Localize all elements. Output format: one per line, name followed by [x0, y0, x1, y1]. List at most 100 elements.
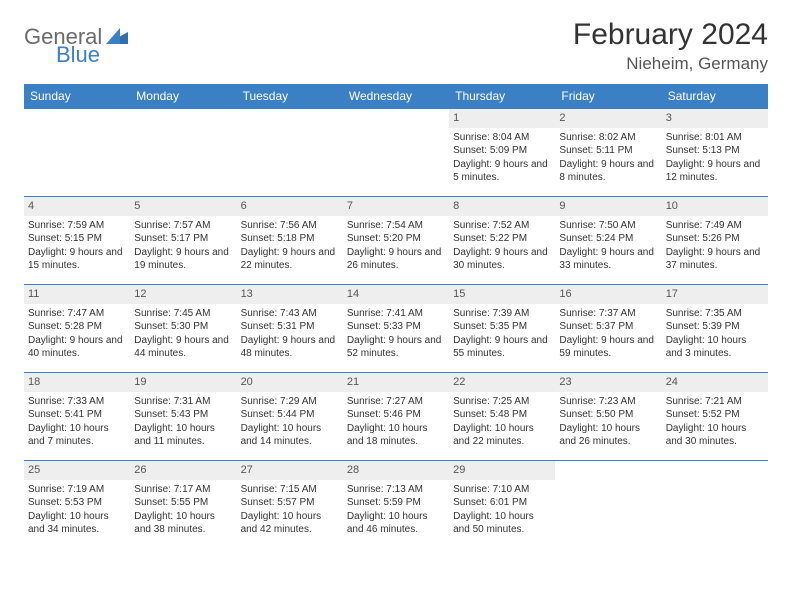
day-dl: Daylight: 10 hours and 14 minutes.	[241, 422, 339, 449]
day-cell: 3Sunrise: 8:01 AMSunset: 5:13 PMDaylight…	[662, 109, 768, 197]
day-number: 2	[555, 109, 661, 128]
day-sr: Sunrise: 7:17 AM	[134, 483, 232, 497]
day-ss: Sunset: 5:57 PM	[241, 496, 339, 510]
day-sr: Sunrise: 8:02 AM	[559, 131, 657, 145]
day-number: 12	[130, 285, 236, 304]
day-dl: Daylight: 9 hours and 40 minutes.	[28, 334, 126, 361]
day-ss: Sunset: 5:17 PM	[134, 232, 232, 246]
day-number: 9	[555, 197, 661, 216]
day-sr: Sunrise: 7:52 AM	[453, 219, 551, 233]
day-cell: 12Sunrise: 7:45 AMSunset: 5:30 PMDayligh…	[130, 285, 236, 373]
day-dl: Daylight: 10 hours and 7 minutes.	[28, 422, 126, 449]
day-number: 17	[662, 285, 768, 304]
day-ss: Sunset: 5:52 PM	[666, 408, 764, 422]
day-number: 18	[24, 373, 130, 392]
day-ss: Sunset: 5:48 PM	[453, 408, 551, 422]
day-ss: Sunset: 5:24 PM	[559, 232, 657, 246]
day-sr: Sunrise: 7:23 AM	[559, 395, 657, 409]
day-dl: Daylight: 9 hours and 5 minutes.	[453, 158, 551, 185]
day-dl: Daylight: 10 hours and 30 minutes.	[666, 422, 764, 449]
day-sr: Sunrise: 7:45 AM	[134, 307, 232, 321]
day-number: 5	[130, 197, 236, 216]
day-cell: 28Sunrise: 7:13 AMSunset: 5:59 PMDayligh…	[343, 461, 449, 549]
day-number: 16	[555, 285, 661, 304]
day-number: 26	[130, 461, 236, 480]
week-row: 1Sunrise: 8:04 AMSunset: 5:09 PMDaylight…	[24, 109, 768, 197]
day-ss: Sunset: 5:18 PM	[241, 232, 339, 246]
day-dl: Daylight: 10 hours and 50 minutes.	[453, 510, 551, 537]
day-dl: Daylight: 9 hours and 26 minutes.	[347, 246, 445, 273]
day-cell: 15Sunrise: 7:39 AMSunset: 5:35 PMDayligh…	[449, 285, 555, 373]
day-ss: Sunset: 5:30 PM	[134, 320, 232, 334]
day-number: 28	[343, 461, 449, 480]
day-sr: Sunrise: 7:54 AM	[347, 219, 445, 233]
day-ss: Sunset: 5:44 PM	[241, 408, 339, 422]
day-number: 7	[343, 197, 449, 216]
day-dl: Daylight: 10 hours and 3 minutes.	[666, 334, 764, 361]
day-number: 23	[555, 373, 661, 392]
day-dl: Daylight: 10 hours and 46 minutes.	[347, 510, 445, 537]
day-cell	[555, 461, 661, 549]
day-ss: Sunset: 5:15 PM	[28, 232, 126, 246]
week-row: 4 Sunrise: 7:59 AMSunset: 5:15 PM Daylight…	[24, 197, 768, 285]
day-number: 3	[662, 109, 768, 128]
day-number: 27	[237, 461, 343, 480]
day-number: 21	[343, 373, 449, 392]
day-cell: 22Sunrise: 7:25 AMSunset: 5:48 PMDayligh…	[449, 373, 555, 461]
day-ss: Sunset: 5:41 PM	[28, 408, 126, 422]
day-cell: 9Sunrise: 7:50 AMSunset: 5:24 PMDaylight…	[555, 197, 661, 285]
day-cell: 29Sunrise: 7:10 AMSunset: 6:01 PMDayligh…	[449, 461, 555, 549]
day-header-tue: Tuesday	[237, 84, 343, 109]
day-header-sun: Sunday	[24, 84, 130, 109]
day-sr: Sunrise: 7:50 AM	[559, 219, 657, 233]
day-sr: Sunrise: 7:33 AM	[28, 395, 126, 409]
day-header-thu: Thursday	[449, 84, 555, 109]
day-dl: Daylight: 9 hours and 48 minutes.	[241, 334, 339, 361]
day-ss: Sunset: 5:22 PM	[453, 232, 551, 246]
day-cell: 7Sunrise: 7:54 AMSunset: 5:20 PMDaylight…	[343, 197, 449, 285]
day-cell: 4Sunrise: 7:59 AMSunset: 5:15 PMDaylight…	[24, 197, 130, 285]
day-cell: 20Sunrise: 7:29 AMSunset: 5:44 PMDayligh…	[237, 373, 343, 461]
day-header-wed: Wednesday	[343, 84, 449, 109]
day-number: 4	[24, 197, 130, 216]
day-ss: Sunset: 5:43 PM	[134, 408, 232, 422]
day-sr: Sunrise: 7:13 AM	[347, 483, 445, 497]
day-dl: Daylight: 9 hours and 30 minutes.	[453, 246, 551, 273]
calendar-table: Sunday Monday Tuesday Wednesday Thursday…	[24, 84, 768, 549]
day-header-sat: Saturday	[662, 84, 768, 109]
day-dl: Daylight: 9 hours and 59 minutes.	[559, 334, 657, 361]
day-cell: 25Sunrise: 7:19 AMSunset: 5:53 PMDayligh…	[24, 461, 130, 549]
day-header-fri: Friday	[555, 84, 661, 109]
week-row: 11Sunrise: 7:47 AMSunset: 5:28 PMDayligh…	[24, 285, 768, 373]
day-cell: 2Sunrise: 8:02 AMSunset: 5:11 PMDaylight…	[555, 109, 661, 197]
day-cell: 16Sunrise: 7:37 AMSunset: 5:37 PMDayligh…	[555, 285, 661, 373]
day-dl: Daylight: 10 hours and 34 minutes.	[28, 510, 126, 537]
day-ss: Sunset: 5:50 PM	[559, 408, 657, 422]
day-dl: Daylight: 10 hours and 22 minutes.	[453, 422, 551, 449]
day-cell	[130, 109, 236, 197]
day-number: 13	[237, 285, 343, 304]
day-dl: Daylight: 9 hours and 37 minutes.	[666, 246, 764, 273]
month-title: February 2024	[573, 18, 768, 52]
day-sr: Sunrise: 7:10 AM	[453, 483, 551, 497]
day-ss: Sunset: 5:35 PM	[453, 320, 551, 334]
day-number: 8	[449, 197, 555, 216]
day-ss: Sunset: 5:55 PM	[134, 496, 232, 510]
day-number: 10	[662, 197, 768, 216]
day-sr: Sunrise: 7:41 AM	[347, 307, 445, 321]
day-dl: Daylight: 10 hours and 42 minutes.	[241, 510, 339, 537]
day-sr: Sunrise: 7:15 AM	[241, 483, 339, 497]
day-sr: Sunrise: 7:25 AM	[453, 395, 551, 409]
day-sr: Sunrise: 7:27 AM	[347, 395, 445, 409]
day-cell: 24Sunrise: 7:21 AMSunset: 5:52 PMDayligh…	[662, 373, 768, 461]
day-number: 15	[449, 285, 555, 304]
day-cell: 19Sunrise: 7:31 AMSunset: 5:43 PMDayligh…	[130, 373, 236, 461]
day-cell	[237, 109, 343, 197]
day-number: 1	[449, 109, 555, 128]
day-sr: Sunrise: 7:59 AM	[28, 219, 126, 233]
day-cell	[662, 461, 768, 549]
calendar-body: 1Sunrise: 8:04 AMSunset: 5:09 PMDaylight…	[24, 109, 768, 549]
day-sr: Sunrise: 7:56 AM	[241, 219, 339, 233]
day-dl: Daylight: 9 hours and 52 minutes.	[347, 334, 445, 361]
day-cell: 8 Sunrise: 7:52 AMSunset: 5:22 PMDaylight…	[449, 197, 555, 285]
